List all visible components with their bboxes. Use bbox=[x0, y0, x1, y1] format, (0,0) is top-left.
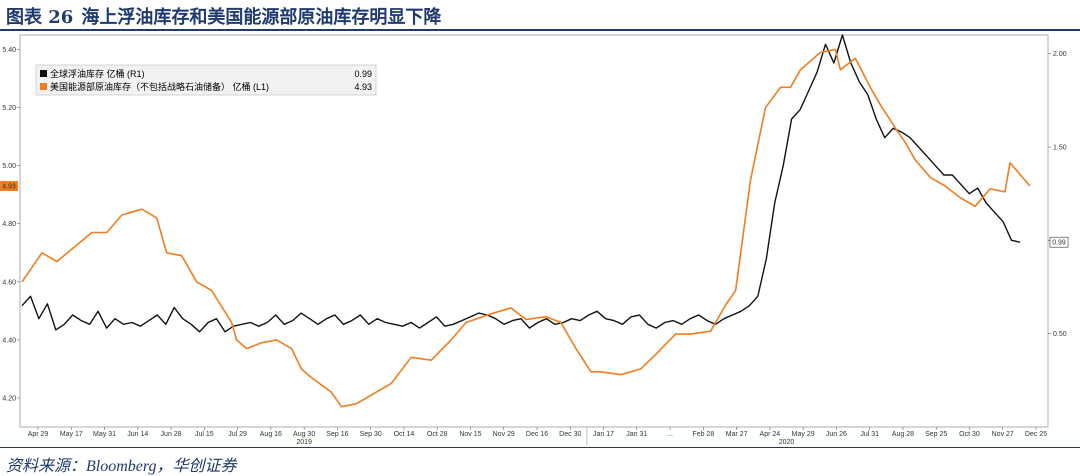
x-tick-label: Jun 14 bbox=[127, 431, 148, 438]
x-tick-label: Aug 28 bbox=[892, 431, 914, 438]
left-tick-label: 4.60 bbox=[2, 279, 16, 286]
x-tick-label: Jun 26 bbox=[826, 431, 847, 438]
x-tick-label: Dec 30 bbox=[559, 431, 581, 438]
x-tick-label: Apr 24 bbox=[760, 431, 781, 438]
x-tick-label: Oct 28 bbox=[427, 431, 448, 438]
x-tick-label: Aug 16 bbox=[260, 431, 282, 438]
x-tick-label: Dec 16 bbox=[526, 431, 548, 438]
x-tick-label: Nov 27 bbox=[992, 431, 1014, 438]
left-tick-label: 4.80 bbox=[2, 221, 16, 228]
x-tick-label: Mar 27 bbox=[726, 431, 748, 438]
legend-label-global-floating-storage: 全球浮油库存 亿桶 (R1) bbox=[50, 68, 145, 79]
right-tick-label: 2.00 bbox=[1053, 51, 1067, 58]
x-tick-label: Aug 30 bbox=[293, 431, 315, 438]
legend-label-us-doe-crude-inventory: 美国能源部原油库存（不包括战略石油储备） 亿桶 (L1) bbox=[50, 81, 269, 92]
x-tick-label: Nov 15 bbox=[459, 431, 481, 438]
x-tick-label: Sep 16 bbox=[326, 431, 348, 438]
x-tick-label: May 17 bbox=[60, 431, 83, 438]
x-tick-label: May 29 bbox=[792, 431, 815, 438]
x-tick-label: May 31 bbox=[93, 431, 116, 438]
year-label: 2020 bbox=[779, 439, 795, 445]
x-tick-label: Oct 14 bbox=[394, 431, 415, 438]
legend-value-global-floating-storage: 0.99 bbox=[354, 69, 372, 79]
x-tick-label: Nov 29 bbox=[493, 431, 515, 438]
x-tick-label: Oct 30 bbox=[959, 431, 980, 438]
left-last-value-label: 4.93 bbox=[2, 183, 16, 190]
right-tick-label: 0.50 bbox=[1053, 331, 1067, 338]
x-tick-label: Dec 25 bbox=[1025, 431, 1047, 438]
left-last-value-box bbox=[0, 180, 18, 191]
x-tick-label: Apr 29 bbox=[28, 431, 49, 438]
legend-value-us-doe-crude-inventory: 4.93 bbox=[354, 82, 372, 92]
x-tick-label: Jul 15 bbox=[195, 431, 214, 438]
line-chart: 4.204.404.604.805.005.205.400.501.001.50… bbox=[0, 34, 1069, 445]
legend-swatch-orange bbox=[40, 83, 47, 90]
left-tick-label: 4.20 bbox=[2, 395, 16, 402]
legend-box bbox=[35, 64, 377, 96]
x-tick-label: Jan 17 bbox=[593, 431, 614, 438]
left-tick-label: 5.40 bbox=[2, 47, 16, 54]
chart-title: 图表 26 海上浮油库存和美国能源部原油库存明显下降 bbox=[6, 3, 441, 29]
plot-frame bbox=[19, 34, 1049, 428]
figure-title-text: 海上浮油库存和美国能源部原油库存明显下降 bbox=[81, 7, 442, 28]
x-tick-label: Jan 31 bbox=[626, 431, 647, 438]
legend-swatch-black bbox=[40, 70, 47, 77]
source-note: 资料来源：Bloomberg，华创证券 bbox=[6, 458, 237, 475]
x-tick-label: Feb 28 bbox=[692, 431, 714, 438]
x-tick-label: Sep 25 bbox=[925, 431, 947, 438]
title-rule bbox=[0, 29, 1080, 31]
year-label: 2019 bbox=[296, 439, 312, 445]
series-line-us-doe-crude-inventory bbox=[21, 48, 1031, 408]
left-tick-label: 5.20 bbox=[2, 105, 16, 112]
x-tick-label: ... bbox=[667, 431, 673, 438]
figure-number: 图表 26 bbox=[6, 7, 74, 28]
left-tick-label: 4.40 bbox=[2, 337, 16, 344]
right-tick-label: 1.50 bbox=[1053, 145, 1067, 152]
series-line-global-floating-storage bbox=[21, 34, 1021, 333]
x-tick-label: Jul 29 bbox=[228, 431, 247, 438]
source-rule bbox=[0, 447, 1080, 448]
x-tick-label: Jun 28 bbox=[161, 431, 182, 438]
x-tick-label: Sep 30 bbox=[360, 431, 382, 438]
x-tick-label: Jul 31 bbox=[860, 431, 879, 438]
left-tick-label: 5.00 bbox=[2, 163, 16, 170]
right-last-value-label: 0.99 bbox=[1052, 240, 1066, 247]
right-last-value-box bbox=[1049, 236, 1069, 248]
